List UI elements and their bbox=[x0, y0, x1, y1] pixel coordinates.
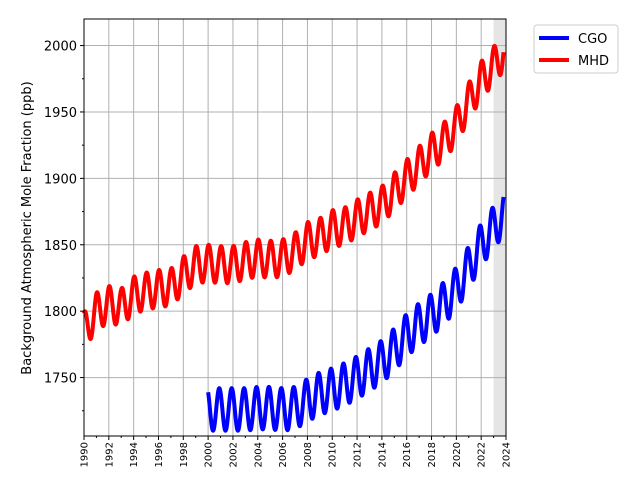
y-tick-label: 1750 bbox=[44, 372, 77, 387]
x-tick-label: 2002 bbox=[228, 442, 239, 467]
x-tick-label: 2012 bbox=[353, 442, 364, 467]
x-tick-label: 2006 bbox=[278, 442, 289, 467]
x-tick-label: 2000 bbox=[204, 442, 215, 467]
y-tick-label: 1850 bbox=[44, 239, 77, 254]
tick-layer: 1990 1992 1994 1996 1998 2000 2002 2004 2006 2008… bbox=[44, 40, 513, 468]
plot-frame bbox=[83, 18, 507, 437]
y-tick-label: 1900 bbox=[44, 172, 77, 187]
legend: CGO MHD bbox=[533, 24, 619, 74]
x-tick-label: 1996 bbox=[154, 442, 165, 467]
x-tick-label: 2024 bbox=[502, 442, 513, 467]
y-tick-label: 2000 bbox=[44, 40, 77, 55]
x-tick-label: 2020 bbox=[452, 442, 463, 467]
x-tick-label: 2010 bbox=[328, 442, 339, 467]
legend-label-mhd: MHD bbox=[578, 54, 609, 69]
x-tick-label: 2014 bbox=[377, 442, 388, 467]
x-tick-label: 2016 bbox=[402, 442, 413, 467]
legend-label-cgo: CGO bbox=[578, 32, 607, 47]
x-tick-label: 2022 bbox=[477, 442, 488, 467]
y-tick-label: 1800 bbox=[44, 305, 77, 320]
series-line-cgo bbox=[206, 196, 506, 433]
x-tick-label: 2004 bbox=[253, 442, 264, 467]
x-tick-label: 1994 bbox=[129, 442, 140, 467]
series-layer bbox=[82, 43, 506, 433]
x-tick-label: 1998 bbox=[179, 442, 190, 467]
series-line-mhd bbox=[82, 43, 506, 341]
y-axis-label: Background Atmospheric Mole Fraction (pp… bbox=[20, 81, 35, 374]
grid-layer bbox=[83, 19, 507, 436]
x-tick-label: 1992 bbox=[104, 442, 115, 467]
x-tick-label: 1990 bbox=[80, 442, 91, 467]
y-tick-label: 1950 bbox=[44, 106, 77, 121]
x-tick-label: 2008 bbox=[303, 442, 314, 467]
x-tick-label: 2018 bbox=[427, 442, 438, 467]
